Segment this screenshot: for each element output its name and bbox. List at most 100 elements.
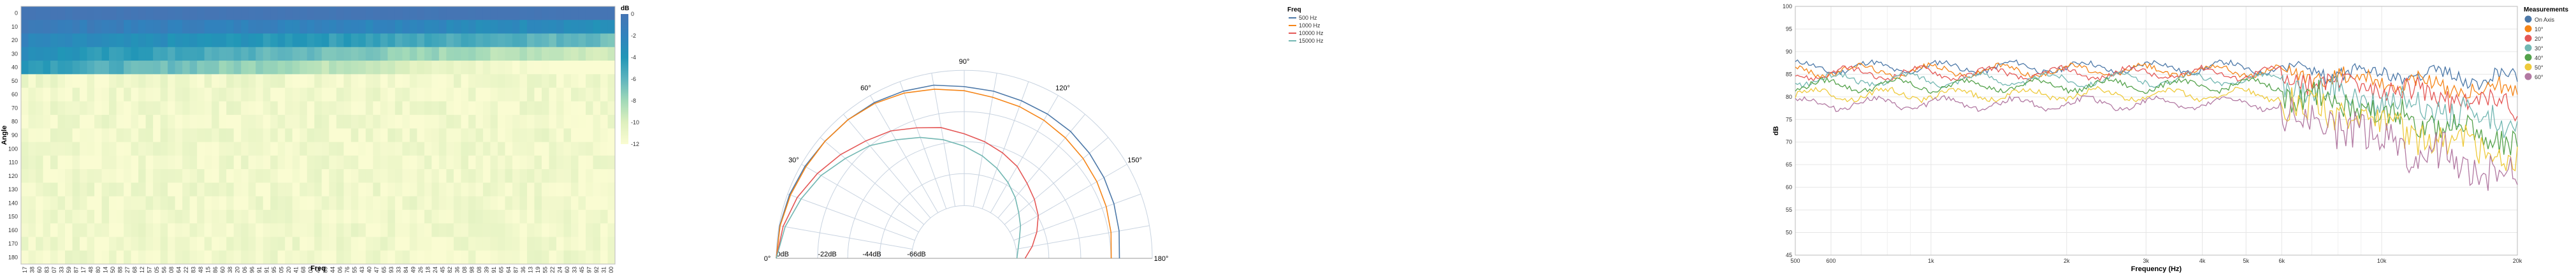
heatmap-cell [424,6,432,20]
heatmap-cell [446,182,454,197]
heatmap-cell [519,182,528,197]
heatmap-cell [226,128,235,143]
heatmap-cell [578,155,586,170]
heatmap-cell [461,237,469,251]
heatmap-cell [226,115,235,129]
heatmap-cell [219,20,227,34]
heatmap-cell [549,196,557,210]
heatmap-cell [292,74,300,89]
heatmap-cell [248,196,256,210]
heatmap-cell [438,196,447,210]
heatmap-cell [585,115,593,129]
heatmap-cell [585,196,593,210]
heatmap-cell [505,223,513,237]
heatmap-cell [417,87,425,102]
heatmap-cell [461,169,469,183]
heatmap-freq-tick: 868 [131,267,138,273]
heatmap-cell [101,20,110,34]
heatmap-cell [87,6,95,20]
heatmap-cell [570,61,579,75]
heatmap-cell [80,182,88,197]
heatmap-cell [526,169,535,183]
heatmap-cell [505,61,513,75]
heatmap-cell [556,61,564,75]
heatmap-cell [534,182,542,197]
heatmap-cell [270,87,279,102]
heatmap-cell [563,209,572,224]
polar-angle-label: 120° [1055,84,1070,92]
heatmap-cell [512,182,520,197]
heatmap-cell [145,6,154,20]
heatmap-cell [87,128,95,143]
heatmap-cell [424,61,432,75]
heatmap-cell [80,33,88,48]
heatmap-cell [402,47,410,61]
heatmap-cell [292,101,300,115]
heatmap-cell [534,74,542,89]
heatmap-cell [28,196,36,210]
heatmap-cell [314,142,322,156]
heatmap-cell [72,250,80,265]
heatmap-cell [219,223,227,237]
heatmap-cell [292,33,300,48]
polar-legend-label: 15000 Hz [1299,38,1324,44]
heatmap-cell [241,209,249,224]
heatmap-cell [300,6,308,20]
heatmap-cell [365,20,373,34]
heatmap-cell [212,6,220,20]
heatmap-cell [607,169,616,183]
heatmap-cell [607,182,616,197]
heatmap-cell [475,250,484,265]
freq-legend-swatch [2524,73,2532,80]
heatmap-cell [138,169,147,183]
heatmap-cell [87,115,95,129]
heatmap-cell [292,115,300,129]
heatmap-cell [307,155,315,170]
heatmap-cell [314,128,322,143]
heatmap-cell [358,61,366,75]
heatmap-legend-tick: -12 [631,141,639,147]
heatmap-cell [36,155,44,170]
heatmap-cell [497,101,505,115]
heatmap-cell [468,74,476,89]
heatmap-cell [248,155,256,170]
heatmap-cell [116,128,124,143]
heatmap-cell [570,237,579,251]
heatmap-cell [321,196,329,210]
heatmap-cell [563,250,572,265]
heatmap-cell [233,101,242,115]
heatmap-cell [468,33,476,48]
heatmap-cell [109,250,117,265]
heatmap-freq-tick: 9039 [484,267,490,273]
heatmap-cell [168,6,176,20]
heatmap-cell [109,33,117,48]
heatmap-cell [28,6,36,20]
heatmap-cell [72,196,80,210]
freq-y-tick: 90 [1786,48,1792,55]
heatmap-cell [145,47,154,61]
heatmap-cell [204,250,212,265]
heatmap-cell [233,33,242,48]
heatmap-cell [197,223,205,237]
heatmap-cell [578,182,586,197]
heatmap-cell [534,47,542,61]
polar-angle-label: 60° [860,84,871,92]
heatmap-cell [453,142,461,156]
heatmap-cell [300,61,308,75]
heatmap-cell [534,223,542,237]
heatmap-cell [80,250,88,265]
heatmap-cell [219,87,227,102]
heatmap-cell [417,237,425,251]
heatmap-cell [417,209,425,224]
freq-legend-swatch [2524,54,2532,61]
heatmap-cell [329,209,337,224]
heatmap-cell [570,155,579,170]
heatmap-cell [329,128,337,143]
heatmap-cell [131,47,139,61]
heatmap-cell [556,250,564,265]
heatmap-cell [160,87,168,102]
heatmap-cell [570,87,579,102]
polar-spoke [1016,225,1150,250]
heatmap-cell [116,74,124,89]
heatmap-freq-tick: 957 [146,267,152,273]
